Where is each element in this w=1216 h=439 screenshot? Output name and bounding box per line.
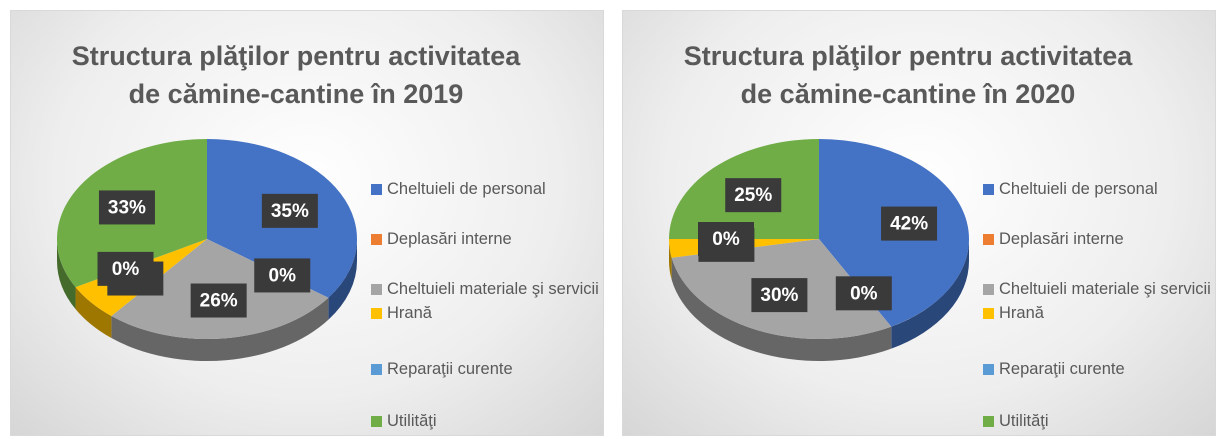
legend-swatch <box>983 364 994 375</box>
pie-side <box>669 239 672 280</box>
legend-label: Hrană <box>387 304 432 322</box>
legend-label: Cheltuieli materiale şi servicii <box>387 280 599 298</box>
legend-label: Cheltuieli de personal <box>999 180 1158 198</box>
chart-panel: Structura plăţilor pentru activitatea de… <box>622 10 1216 436</box>
data-label-box <box>98 190 155 225</box>
legend-entry: Utilităţi <box>983 409 1213 433</box>
data-label-box <box>190 283 247 318</box>
legend-entry: Deplasări interne <box>371 227 601 251</box>
pie-side <box>891 239 969 349</box>
legend-entry: Reparaţii curente <box>983 357 1213 381</box>
legend-entry: Hrană <box>371 301 601 325</box>
legend-label: Reparaţii curente <box>999 360 1125 378</box>
data-label: 42% <box>890 214 928 235</box>
legend-swatch <box>371 234 382 245</box>
legend-entry: Cheltuieli de personal <box>983 177 1213 201</box>
pie-plot: 42%0%30%3%0%25% <box>669 139 970 361</box>
data-label: 0% <box>850 283 878 304</box>
pie-side <box>57 239 76 310</box>
chart-panel: Structura plăţilor pentru activitatea de… <box>10 10 604 436</box>
legend-label: Reparaţii curente <box>387 360 513 378</box>
data-label-box <box>97 251 154 286</box>
legend-label: Cheltuieli de personal <box>387 180 546 198</box>
legend-entry: Cheltuieli materiale şi servicii <box>983 277 1213 301</box>
data-label: 0% <box>112 259 140 280</box>
legend-entry: Cheltuieli de personal <box>371 177 601 201</box>
pie-plot: 35%0%26%6%0%33% <box>57 139 357 362</box>
pie-side <box>328 239 357 320</box>
legend-swatch <box>983 284 994 295</box>
data-label: 0% <box>269 265 297 286</box>
data-label: 25% <box>734 185 772 206</box>
legend-label: Utilităţi <box>387 412 437 430</box>
legend-swatch <box>371 364 382 375</box>
data-label-box <box>751 278 808 313</box>
pie-side <box>111 297 329 362</box>
legend-swatch <box>983 234 994 245</box>
legend-entry: Hrană <box>983 301 1213 325</box>
data-label-box <box>725 178 782 213</box>
data-label: 35% <box>271 201 309 222</box>
legend-label: Utilităţi <box>999 412 1049 430</box>
data-label: 30% <box>760 285 798 306</box>
legend-entry: Reparaţii curente <box>371 357 601 381</box>
legend-entry: Utilităţi <box>371 409 601 433</box>
data-label-box <box>835 276 892 311</box>
legend: Cheltuieli de personal Deplasări interne C… <box>371 177 601 433</box>
data-label-box <box>261 193 318 228</box>
legend-label: Hrană <box>999 304 1044 322</box>
chart-title: Structura plăţilor pentru activitatea de… <box>683 41 1133 109</box>
legend: Cheltuieli de personal Deplasări interne C… <box>983 177 1213 433</box>
legend-label: Deplasări interne <box>999 230 1124 248</box>
chart-title: Structura plăţilor pentru activitatea de… <box>71 41 521 109</box>
legend-swatch <box>371 416 382 427</box>
data-label-box <box>254 258 311 293</box>
data-label-box <box>881 206 938 241</box>
legend-swatch <box>371 308 382 319</box>
data-label: 26% <box>200 291 238 312</box>
data-label: 0% <box>712 229 740 250</box>
legend-label: Deplasări interne <box>387 230 512 248</box>
legend-entry: Cheltuieli materiale şi servicii <box>371 277 601 301</box>
data-label: 33% <box>108 197 146 218</box>
pie-side <box>75 287 112 339</box>
legend-label: Cheltuieli materiale şi servicii <box>999 280 1211 298</box>
pie-side <box>671 257 892 361</box>
legend-swatch <box>983 416 994 427</box>
legend-swatch <box>371 284 382 295</box>
data-label-box <box>698 222 754 256</box>
legend-swatch <box>983 184 994 195</box>
legend-entry: Deplasări interne <box>983 227 1213 251</box>
legend-swatch <box>983 308 994 319</box>
legend-swatch <box>371 184 382 195</box>
